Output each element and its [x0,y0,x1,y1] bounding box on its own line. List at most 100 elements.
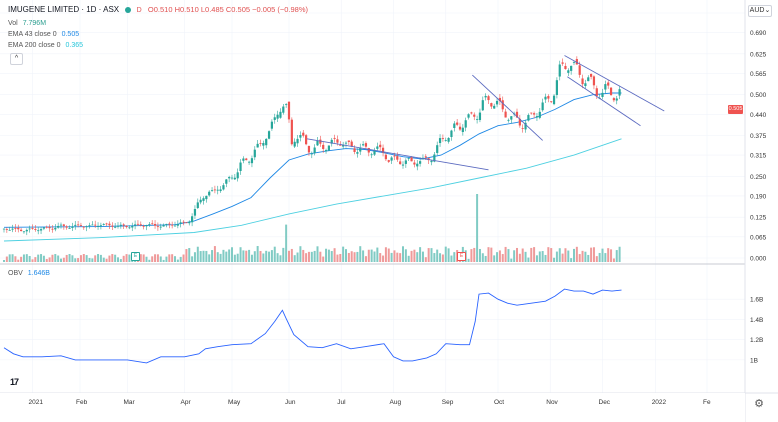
volume-bar [399,253,402,262]
volume-bar [54,254,57,262]
candle-body [37,230,40,232]
volume-bar [402,246,404,262]
ema43-legend[interactable]: EMA 43 close 0 0.505 [8,31,79,38]
volume-bar [356,251,359,262]
volume-bar [327,249,330,262]
volume-bar [211,250,214,262]
volume-legend[interactable]: Vol 7.796M [8,20,46,27]
candle-body [57,225,60,228]
volume-bar [276,253,279,262]
candle-body [615,98,618,101]
volume-bar [610,249,613,262]
candle-body [267,131,271,139]
candle-body [134,224,137,226]
volume-bar [191,256,194,262]
candle-body [96,225,100,227]
volume-bar [290,248,293,262]
candle-body [359,147,362,152]
candle-body [276,114,279,119]
candle-body [131,226,134,228]
volume-bar [42,255,45,262]
volume-bar [393,250,396,262]
volume-bar [362,250,365,262]
volume-bar [575,246,578,262]
obv-legend[interactable]: OBV 1.646B [8,270,50,277]
price-tick-label: 0.315 [750,153,767,160]
candle-body [179,222,182,224]
volume-bar [498,250,501,262]
candle-body [265,138,268,146]
candle-body [296,138,299,144]
collapse-legend-button[interactable]: ^ [10,53,23,65]
candle-body [77,224,80,226]
time-tick-label: Jun [285,399,296,406]
volume-bar [79,255,82,262]
volume-bar [228,249,231,262]
ema200-label: EMA 200 close 0 [8,42,61,49]
candle-body [567,70,570,73]
candle-body [108,223,111,226]
time-tick-label: Aug [390,399,402,406]
volume-bar [3,260,5,262]
volume-bar [330,251,333,262]
currency-selector[interactable]: AUD⌄ [748,5,772,17]
volume-bar [507,249,510,262]
candle-body [607,82,610,86]
candle-body [168,223,171,225]
earnings-marker[interactable]: E [131,252,140,261]
candle-body [208,191,211,196]
candle-body [416,163,419,167]
volume-bar [421,251,424,262]
volume-bar [370,249,373,262]
candle-body [552,95,556,105]
ema200-legend[interactable]: EMA 200 close 0 0.365 [8,42,83,49]
candle-body [487,96,490,101]
candle-body [313,147,316,154]
volume-bar [439,253,442,262]
price-tick-label: 0.500 [750,92,767,99]
candle-body [171,224,174,226]
ohlc-values: O0.510 H0.510 L0.485 C0.505 −0.005 (−0.9… [147,5,309,14]
candle-body [299,135,302,138]
candle-body [498,97,501,102]
candle-body [544,96,547,100]
volume-bar [467,258,470,262]
volume-bar [339,253,342,262]
volume-bar [14,256,17,262]
volume-bar [236,253,239,262]
tradingview-logo[interactable]: 17 [10,377,19,387]
candle-body [401,164,405,166]
volume-bar [359,246,362,262]
ema43-label: EMA 43 close 0 [8,31,57,38]
volume-bar [496,252,499,262]
candle-body [253,149,256,158]
candle-body [28,228,31,230]
candle-body [564,65,567,70]
obv-tick-label: 1.2B [750,337,763,344]
candle-body [558,64,561,77]
volume-bar [245,250,248,262]
time-tick-label: Apr [181,399,192,406]
candle-body [453,123,456,128]
earnings-marker[interactable]: E [457,252,466,261]
volume-bar [407,255,410,262]
symbol-title[interactable]: IMUGENE LIMITED · 1D · ASX D O0.510 H0.5… [8,5,308,14]
volume-bar [413,249,416,262]
candle-body [176,224,179,226]
volume-bar [202,250,205,262]
volume-bar [573,248,575,262]
volume-bar [493,255,496,262]
candle-body [156,226,159,228]
candle-body [128,227,131,229]
volume-bar [521,248,524,262]
volume-bar [299,246,302,262]
volume-bar [541,251,544,262]
volume-bar [336,254,339,262]
candle-body [188,221,191,224]
candle-body [501,100,504,110]
candle-body [250,158,254,164]
candle-body [535,116,539,118]
gear-icon[interactable]: ⚙ [754,398,764,410]
candle-body [350,141,353,147]
